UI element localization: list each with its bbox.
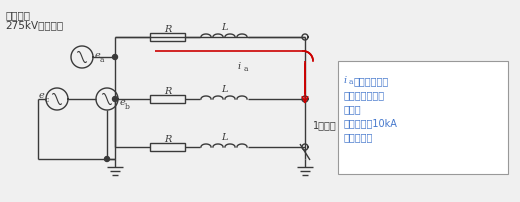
Text: L: L	[221, 23, 227, 32]
Text: R: R	[164, 25, 171, 34]
Text: は短絡電流と: は短絡電流と	[354, 76, 389, 86]
Bar	[150, 143, 185, 151]
Polygon shape	[302, 97, 308, 102]
Text: a: a	[244, 65, 249, 73]
Text: i: i	[238, 62, 241, 71]
Polygon shape	[302, 144, 308, 150]
Text: 1線地絡: 1線地絡	[313, 119, 337, 129]
Text: （例えば、10kA: （例えば、10kA	[344, 117, 398, 127]
Text: a: a	[349, 78, 354, 86]
Text: 程度など）: 程度など）	[344, 131, 373, 141]
Polygon shape	[105, 157, 110, 162]
Text: 275kV電力系統: 275kV電力系統	[5, 20, 63, 30]
Text: i: i	[344, 76, 347, 85]
Polygon shape	[112, 97, 118, 102]
Text: c: c	[45, 96, 49, 103]
Text: となる: となる	[344, 103, 361, 114]
Text: b: b	[125, 102, 130, 110]
Text: R: R	[164, 135, 171, 144]
Bar	[150, 34, 185, 42]
Bar	[150, 96, 185, 103]
Text: e: e	[38, 91, 44, 100]
Polygon shape	[112, 55, 118, 60]
Bar	[338, 62, 508, 174]
Text: e: e	[95, 51, 101, 60]
Polygon shape	[302, 35, 308, 41]
Text: 同程度の大きさ: 同程度の大きさ	[344, 89, 385, 100]
Text: L: L	[221, 85, 227, 94]
Text: L: L	[221, 133, 227, 142]
Text: e: e	[120, 98, 126, 107]
Text: 例えば、: 例えば、	[5, 10, 30, 20]
Text: R: R	[164, 87, 171, 96]
Text: a: a	[100, 56, 105, 64]
